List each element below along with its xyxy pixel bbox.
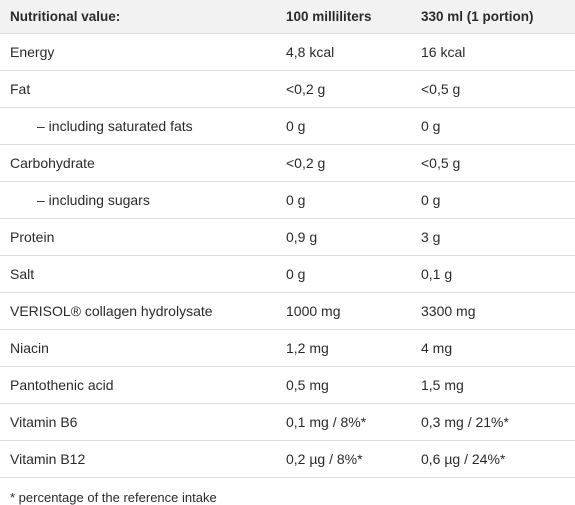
value-per-portion: 4 mg [411, 329, 575, 367]
value-per-portion: 3300 mg [411, 292, 575, 330]
value-per-portion: 0,6 µg / 24%* [411, 440, 575, 478]
nutrient-name: Energy [0, 33, 276, 71]
value-per-portion: 16 kcal [411, 33, 575, 71]
value-per-100ml: 1,2 mg [276, 329, 411, 367]
table-row: Pantothenic acid 0,5 mg 1,5 mg [0, 366, 575, 404]
value-per-100ml: 0 g [276, 181, 411, 219]
footnote: * percentage of the reference intake [10, 490, 217, 505]
value-per-portion: <0,5 g [411, 144, 575, 182]
nutrient-name: Niacin [0, 329, 276, 367]
value-per-portion: 1,5 mg [411, 366, 575, 404]
nutrient-name: VERISOL® collagen hydrolysate [0, 292, 276, 330]
nutrient-name: – including saturated fats [0, 107, 276, 145]
table-header-row: Nutritional value: 100 milliliters 330 m… [0, 0, 575, 34]
value-per-portion: 3 g [411, 218, 575, 256]
table-row: Niacin 1,2 mg 4 mg [0, 329, 575, 367]
header-nutrient: Nutritional value: [0, 0, 276, 34]
value-per-100ml: <0,2 g [276, 144, 411, 182]
value-per-100ml: 0,1 mg / 8%* [276, 403, 411, 441]
nutrient-name: Carbohydrate [0, 144, 276, 182]
value-per-100ml: 4,8 kcal [276, 33, 411, 71]
value-per-100ml: 0,9 g [276, 218, 411, 256]
value-per-portion: 0,1 g [411, 255, 575, 293]
nutrient-name: Protein [0, 218, 276, 256]
value-per-portion: <0,5 g [411, 70, 575, 108]
nutrient-name: Vitamin B6 [0, 403, 276, 441]
table-row: Salt 0 g 0,1 g [0, 255, 575, 293]
table-row: Vitamin B12 0,2 µg / 8%* 0,6 µg / 24%* [0, 440, 575, 478]
header-per-100ml: 100 milliliters [276, 0, 411, 34]
table-row: Carbohydrate <0,2 g <0,5 g [0, 144, 575, 182]
table-row: Protein 0,9 g 3 g [0, 218, 575, 256]
table-row: Vitamin B6 0,1 mg / 8%* 0,3 mg / 21%* [0, 403, 575, 441]
table-row: Energy 4,8 kcal 16 kcal [0, 33, 575, 71]
value-per-100ml: 0 g [276, 107, 411, 145]
value-per-100ml: 0,2 µg / 8%* [276, 440, 411, 478]
value-per-100ml: 0 g [276, 255, 411, 293]
nutrient-name: Salt [0, 255, 276, 293]
table-row: – including saturated fats 0 g 0 g [0, 107, 575, 145]
nutrient-name: Pantothenic acid [0, 366, 276, 404]
table-row: Fat <0,2 g <0,5 g [0, 70, 575, 108]
value-per-100ml: 0,5 mg [276, 366, 411, 404]
nutrition-table: Nutritional value: 100 milliliters 330 m… [0, 0, 575, 478]
value-per-portion: 0 g [411, 181, 575, 219]
value-per-portion: 0,3 mg / 21%* [411, 403, 575, 441]
value-per-100ml: <0,2 g [276, 70, 411, 108]
header-per-portion: 330 ml (1 portion) [411, 0, 575, 34]
nutrient-name: Fat [0, 70, 276, 108]
table-row: VERISOL® collagen hydrolysate 1000 mg 33… [0, 292, 575, 330]
value-per-100ml: 1000 mg [276, 292, 411, 330]
nutrient-name: Vitamin B12 [0, 440, 276, 478]
nutrient-name: – including sugars [0, 181, 276, 219]
table-row: – including sugars 0 g 0 g [0, 181, 575, 219]
value-per-portion: 0 g [411, 107, 575, 145]
